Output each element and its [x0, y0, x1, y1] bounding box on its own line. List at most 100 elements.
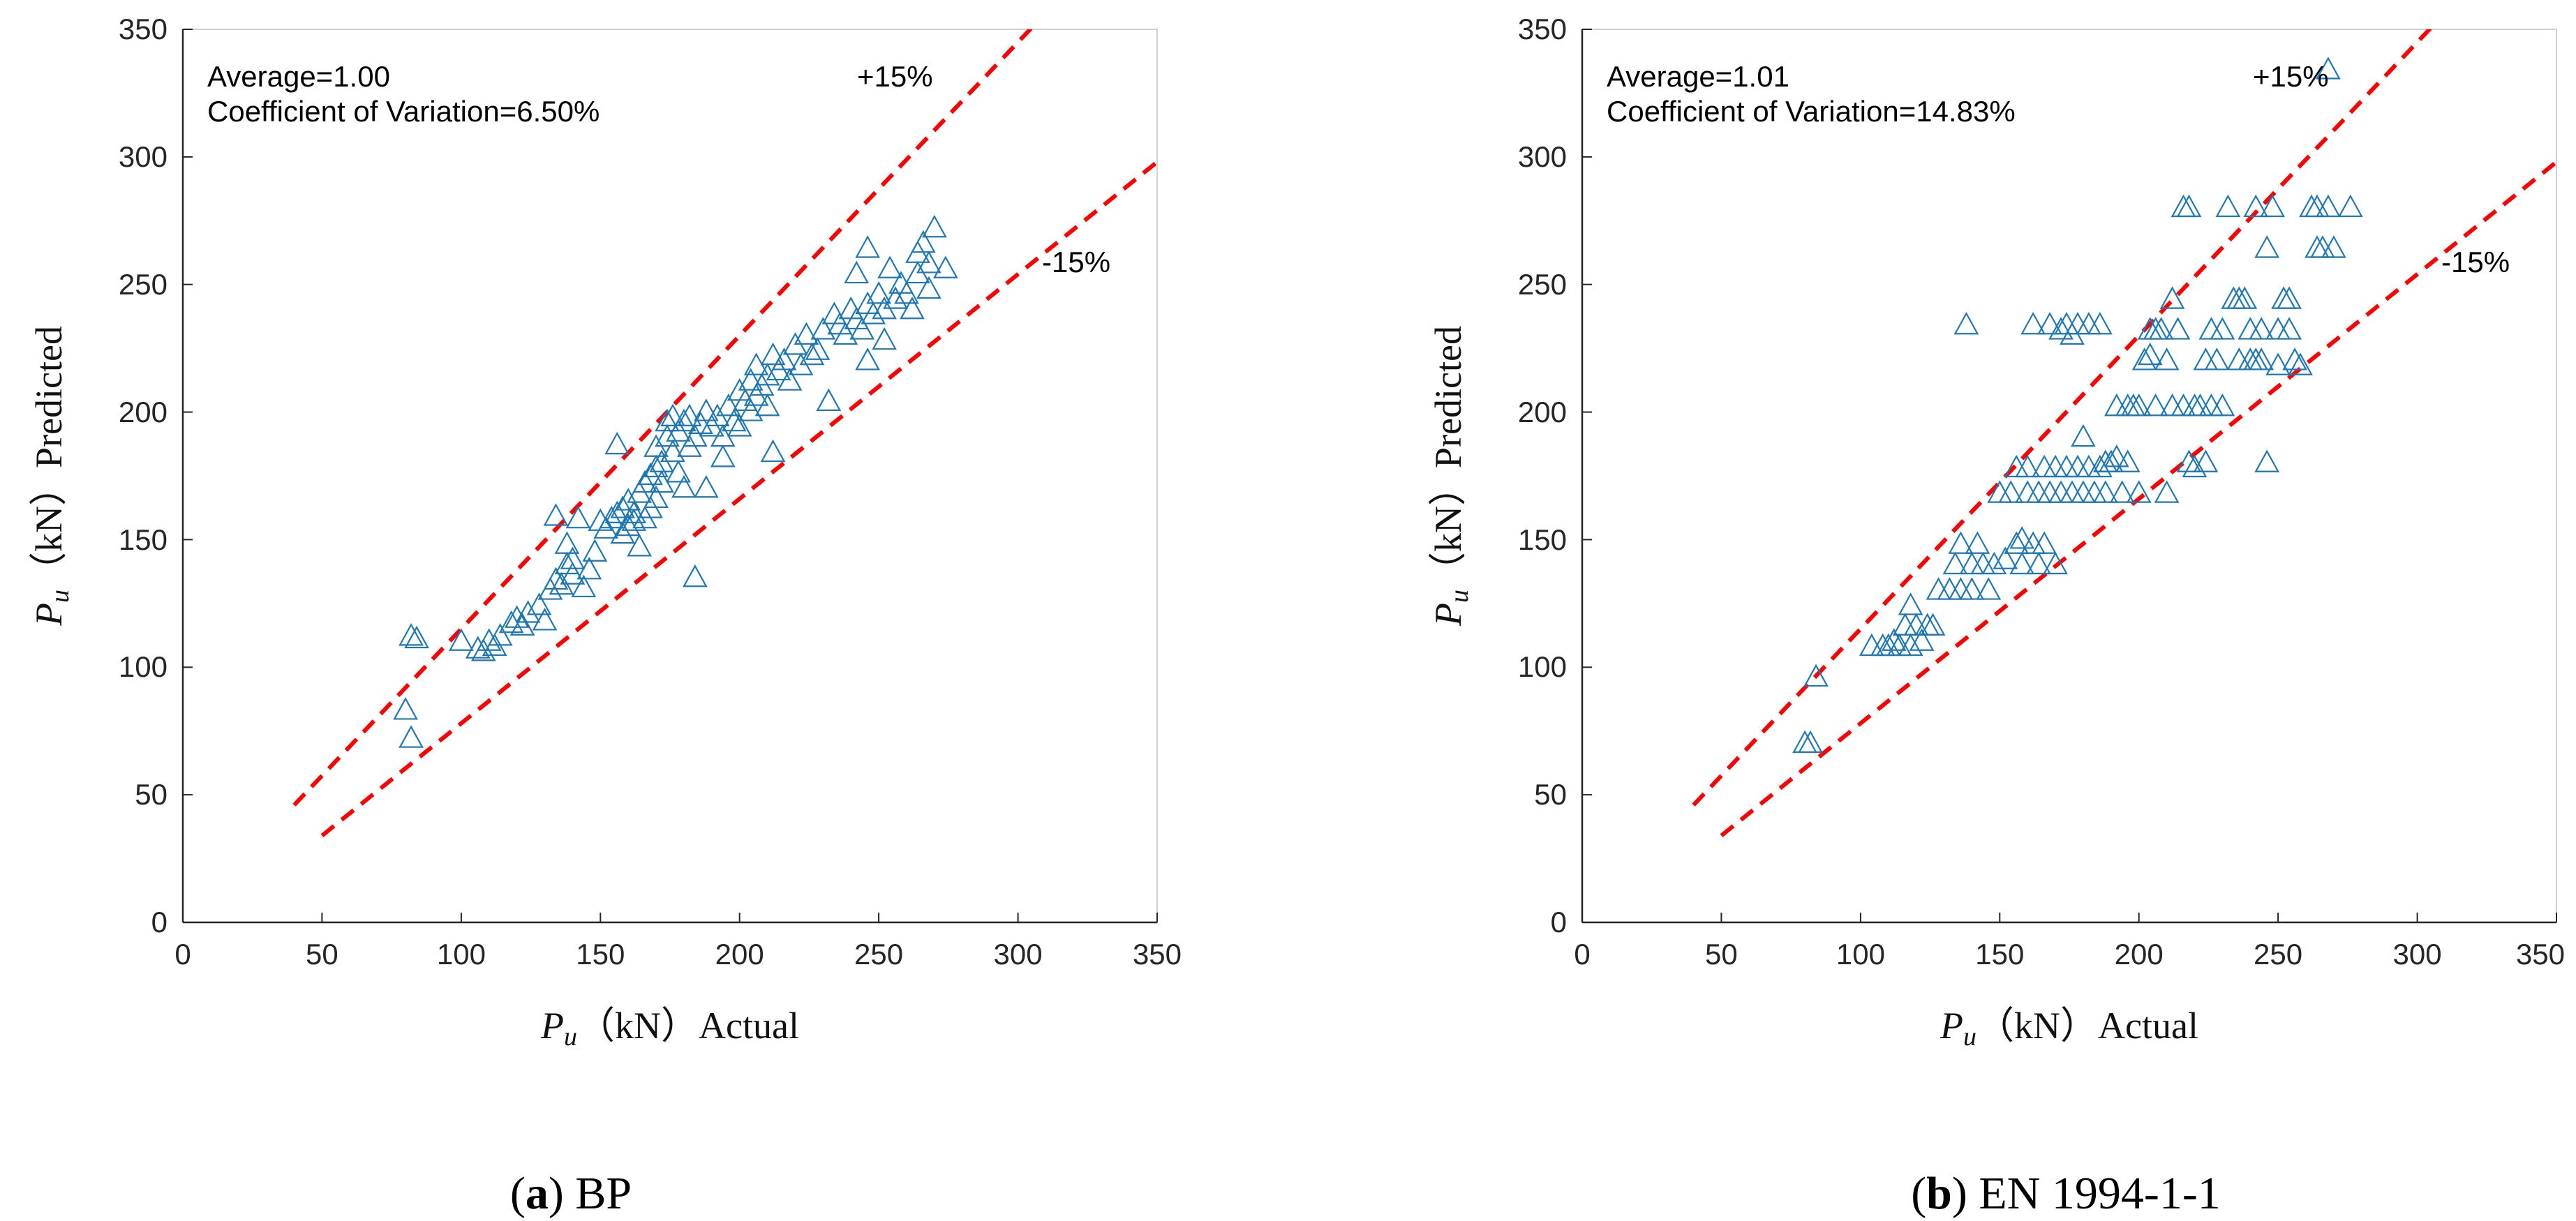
data-point-marker [855, 235, 881, 258]
data-point-marker [616, 488, 641, 511]
data-point-marker [632, 470, 657, 493]
data-point-marker [688, 411, 713, 434]
panel-caption-a: (a) BP [510, 1168, 632, 1219]
data-point-marker [777, 368, 803, 391]
y-tick-label: 0 [1551, 906, 1567, 938]
data-point-marker [643, 485, 669, 509]
panel-caption-b: (b) EN 1994-1-1 [1911, 1168, 2221, 1219]
data-point-marker [2148, 317, 2174, 340]
data-point-marker [799, 342, 825, 366]
data-point-marker [671, 475, 697, 498]
data-point-marker [833, 322, 858, 345]
x-tick-label: 100 [1836, 938, 1885, 971]
data-points-b [1792, 57, 2363, 754]
data-point-marker [509, 613, 535, 636]
data-point-marker [2048, 317, 2074, 340]
data-point-marker [2254, 235, 2280, 258]
data-point-marker [399, 725, 424, 748]
data-point-marker [2098, 449, 2124, 472]
cov-annotation: Coefficient of Variation=6.50% [207, 95, 600, 128]
data-point-marker [816, 388, 842, 412]
x-tick-label: 350 [2516, 938, 2565, 971]
data-point-marker [715, 393, 741, 417]
data-point-marker [666, 460, 691, 483]
y-tick-label: 0 [151, 906, 167, 938]
average-annotation: Average=1.01 [1607, 60, 1789, 93]
x-tick-label: 200 [715, 938, 764, 971]
data-point-marker [2243, 194, 2269, 218]
data-point-marker [1798, 730, 1823, 754]
data-point-marker [1942, 551, 1968, 575]
data-point-marker [738, 398, 764, 421]
data-point-marker [771, 347, 797, 370]
x-tick-label: 150 [576, 938, 625, 971]
y-tick-label: 50 [135, 778, 167, 811]
y-ticks-b: 0 50 100 150 200 250 300 350 [1518, 13, 1592, 938]
data-point-marker [727, 414, 752, 437]
data-point-marker [877, 255, 902, 278]
axes-a [181, 29, 1157, 924]
data-point-marker [911, 230, 936, 253]
data-point-marker [643, 454, 669, 478]
data-point-marker [2143, 393, 2168, 417]
data-point-marker [515, 600, 541, 623]
data-point-marker [760, 439, 786, 463]
x-tick-label: 300 [994, 938, 1043, 971]
x-tick-label: 50 [1705, 938, 1738, 971]
y-tick-label: 300 [1518, 140, 1567, 173]
data-point-marker [916, 250, 941, 274]
data-point-marker [2176, 194, 2202, 218]
x-axis-title: Pu（kN）Actual [540, 1005, 799, 1051]
data-point-marker [610, 495, 636, 518]
data-point-marker [565, 505, 591, 529]
data-point-marker [655, 424, 680, 447]
y-tick-label: 200 [1518, 396, 1567, 428]
x-ticks-b: 0 50 100 150 200 250 300 350 [1574, 913, 2565, 971]
data-point-marker [2254, 449, 2280, 472]
average-annotation: Average=1.00 [207, 60, 390, 93]
data-point-marker [883, 286, 908, 309]
data-point-marker [894, 281, 919, 304]
data-point-marker [2037, 311, 2062, 335]
data-point-marker [2109, 480, 2135, 503]
y-axis-title: Pu（kN）Predicted [28, 326, 75, 627]
y-tick-label: 350 [1518, 13, 1567, 45]
data-point-marker [693, 475, 719, 498]
upper-line-label: +15% [857, 60, 933, 93]
data-point-marker [2182, 454, 2208, 478]
data-point-marker [2210, 393, 2235, 417]
data-point-marker [2104, 444, 2129, 467]
data-point-marker [487, 623, 513, 646]
data-point-marker [754, 393, 780, 417]
data-point-marker [448, 628, 474, 651]
data-point-marker [2126, 480, 2152, 503]
data-point-marker [760, 342, 786, 366]
cov-annotation: Coefficient of Variation=14.83% [1607, 95, 2016, 128]
data-point-marker [1898, 592, 1923, 615]
x-tick-label: 250 [854, 938, 903, 971]
data-point-marker [627, 534, 652, 557]
data-point-marker [543, 503, 569, 526]
data-point-marker [710, 444, 736, 467]
data-point-marker [2277, 286, 2302, 309]
data-point-marker [399, 623, 424, 646]
data-point-marker [660, 403, 685, 426]
data-point-marker [621, 508, 647, 531]
data-point-marker [2265, 352, 2291, 375]
upper-15-percent-line [1692, 29, 2433, 807]
data-point-marker [604, 500, 630, 523]
data-point-marker [610, 520, 636, 544]
chart-panel-a: 0 50 100 150 200 250 300 350 0 50 100 15… [28, 13, 1182, 1219]
data-point-marker [2204, 347, 2230, 370]
data-point-marker [2176, 449, 2202, 472]
data-point-marker [2260, 194, 2286, 218]
data-point-marker [2026, 551, 2051, 575]
data-point-marker [671, 408, 697, 432]
x-tick-label: 0 [174, 938, 191, 971]
data-point-marker [933, 255, 958, 278]
x-ticks-a: 0 50 100 150 200 250 300 350 [174, 913, 1182, 971]
data-point-marker [576, 557, 602, 580]
data-point-marker [1909, 628, 1935, 651]
data-point-marker [2321, 235, 2346, 258]
data-point-marker [810, 317, 836, 340]
